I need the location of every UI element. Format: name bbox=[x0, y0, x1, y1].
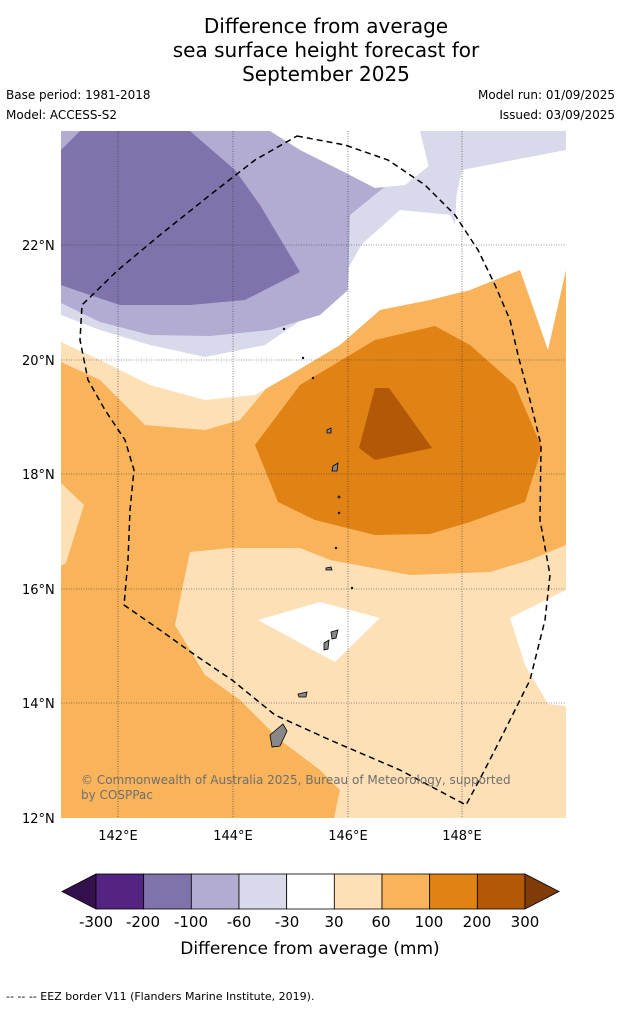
islet bbox=[334, 546, 338, 550]
pagan-island bbox=[331, 462, 339, 472]
lat-label-14n: 14°N bbox=[22, 697, 55, 712]
title-line-3: September 2025 bbox=[242, 62, 410, 86]
copyright-line-1: © Commonwealth of Australia 2025, Bureau… bbox=[81, 773, 511, 787]
contour-30-60-west bbox=[61, 483, 84, 566]
colorbar-tick-label: -30 bbox=[275, 913, 300, 931]
colorbar-tick-label: 200 bbox=[463, 913, 492, 931]
agrihan-island bbox=[326, 427, 332, 434]
islet bbox=[350, 586, 354, 590]
islet bbox=[337, 511, 341, 515]
issued-label: Issued: 03/09/2025 bbox=[499, 108, 615, 122]
tinian-island bbox=[323, 639, 330, 651]
colorbar-tick-label: 100 bbox=[415, 913, 444, 931]
colorbar-segment bbox=[381, 873, 431, 910]
colorbar-segment bbox=[286, 873, 335, 910]
lat-label-12n: 12°N bbox=[22, 812, 55, 827]
lat-label-16n: 16°N bbox=[22, 583, 55, 598]
saipan-island bbox=[330, 629, 339, 640]
islet bbox=[311, 376, 315, 380]
colorbar-tick-labels: -300 -200 -100 -60 -30 30 60 100 200 300 bbox=[79, 913, 539, 931]
model-label: Model: ACCESS-S2 bbox=[6, 108, 118, 122]
colorbar-tick-label: -300 bbox=[79, 913, 113, 931]
colorbar-title: Difference from average (mm) bbox=[180, 939, 439, 959]
longitude-axis: 142°E 144°E 146°E 148°E bbox=[98, 829, 482, 844]
colorbar-tick-label: -100 bbox=[174, 913, 208, 931]
base-period-label: Base period: 1981-2018 bbox=[6, 88, 151, 102]
title-line-2: sea surface height forecast for bbox=[172, 38, 480, 62]
colorbar-segment bbox=[333, 873, 383, 910]
graticule bbox=[61, 131, 566, 818]
sea-level-map: © Commonwealth of Australia 2025, Bureau… bbox=[61, 131, 566, 818]
copyright-line-2: by COSPPac bbox=[81, 788, 153, 802]
title-line-1: Difference from average bbox=[203, 14, 449, 38]
model-run-label: Model run: 01/09/2025 bbox=[477, 88, 615, 102]
colorbar-tick-label: -60 bbox=[227, 913, 252, 931]
colorbar-arrow-low bbox=[61, 873, 97, 910]
colorbar-segment bbox=[476, 873, 526, 910]
colorbar-segment bbox=[429, 873, 478, 910]
latitude-axis: 22°N 20°N 18°N 16°N 14°N 12°N bbox=[22, 239, 55, 827]
lat-label-18n: 18°N bbox=[22, 468, 55, 483]
lat-label-22n: 22°N bbox=[22, 239, 55, 254]
guam-island bbox=[269, 723, 288, 748]
colorbar-tick-label: 300 bbox=[511, 913, 540, 931]
lat-label-20n: 20°N bbox=[22, 354, 55, 369]
lon-label-144e: 144°E bbox=[213, 829, 253, 844]
lon-label-142e: 142°E bbox=[98, 829, 138, 844]
contour-neutral-south bbox=[258, 602, 380, 662]
contour-neutral-top bbox=[270, 131, 452, 188]
colorbar-tick-label: 60 bbox=[371, 913, 390, 931]
colorbar-segment bbox=[238, 873, 288, 910]
colorbar bbox=[61, 873, 560, 910]
colorbar-tick-label: -200 bbox=[126, 913, 160, 931]
eez-border bbox=[79, 135, 551, 807]
islet bbox=[301, 356, 305, 360]
anatahan-island bbox=[325, 566, 333, 571]
contour-30-60-south bbox=[175, 545, 566, 818]
lon-label-146e: 146°E bbox=[328, 829, 368, 844]
colorbar-segment bbox=[190, 873, 240, 910]
contour-minus-30-top bbox=[420, 131, 460, 225]
islands bbox=[269, 327, 354, 748]
rota-island bbox=[297, 691, 308, 698]
eez-footnote: -- -- -- EEZ border V11 (Flanders Marine… bbox=[6, 990, 315, 1003]
contour-200-300 bbox=[359, 388, 432, 460]
colorbar-segment bbox=[95, 873, 145, 910]
islet bbox=[282, 327, 286, 331]
colorbar-tick-label: 30 bbox=[324, 913, 343, 931]
islet bbox=[337, 495, 341, 499]
colorbar-arrow-high bbox=[524, 873, 560, 910]
lon-label-148e: 148°E bbox=[442, 829, 482, 844]
colorbar-segment bbox=[143, 873, 192, 910]
map-title: Difference from average sea surface heig… bbox=[0, 14, 621, 86]
